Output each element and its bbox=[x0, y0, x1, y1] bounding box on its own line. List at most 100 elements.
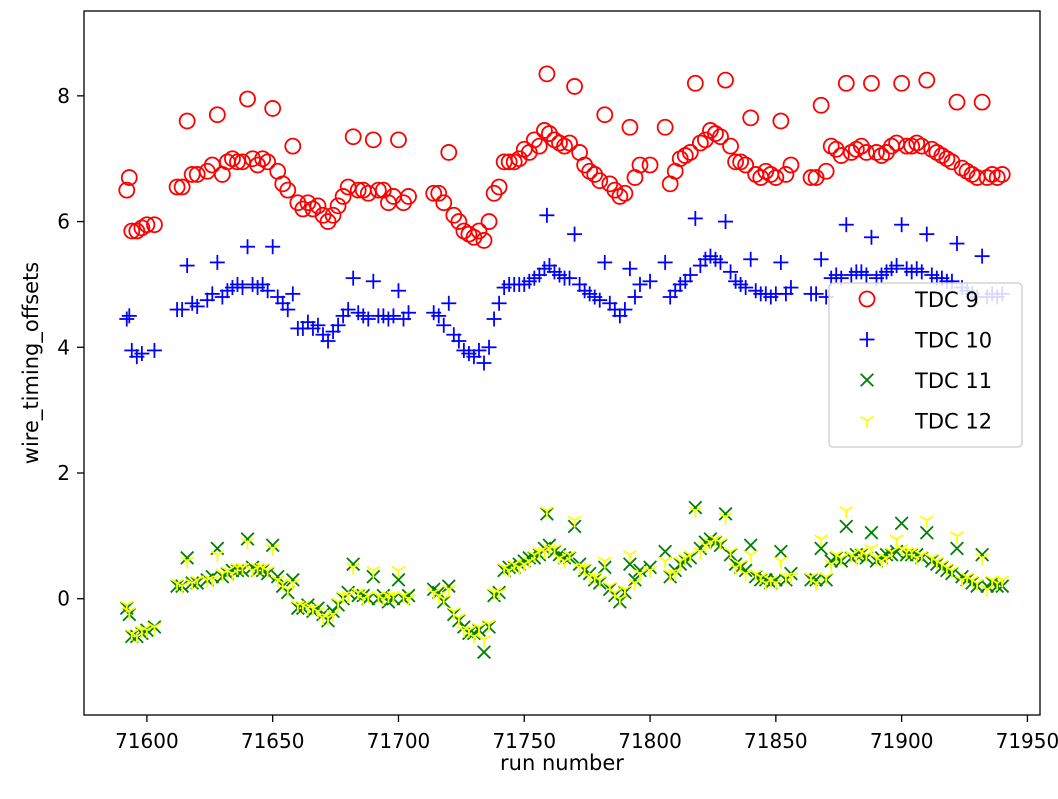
data-point bbox=[425, 184, 443, 202]
legend-entry: TDC 12 bbox=[860, 410, 992, 434]
data-point bbox=[174, 302, 190, 318]
data-point bbox=[123, 222, 141, 240]
data-point bbox=[863, 229, 879, 245]
data-point bbox=[119, 311, 135, 327]
data-point bbox=[329, 197, 347, 215]
data-point bbox=[208, 106, 226, 124]
data-point bbox=[492, 587, 507, 600]
data-point bbox=[970, 578, 985, 591]
data-point bbox=[401, 594, 416, 607]
data-point bbox=[538, 65, 556, 83]
y-tick-label: 2 bbox=[57, 461, 70, 485]
data-point bbox=[597, 556, 612, 569]
data-point bbox=[477, 634, 491, 648]
data-point bbox=[723, 264, 739, 280]
data-point bbox=[451, 612, 466, 626]
data-point bbox=[179, 258, 195, 274]
data-point bbox=[259, 153, 277, 171]
data-point bbox=[205, 575, 220, 588]
data-point bbox=[284, 137, 302, 155]
data-point bbox=[476, 355, 492, 371]
data-point bbox=[686, 74, 704, 92]
data-point bbox=[265, 543, 280, 556]
data-point bbox=[178, 112, 196, 130]
data-point bbox=[539, 506, 554, 519]
data-point bbox=[631, 156, 649, 174]
x-tick-label: 71750 bbox=[492, 729, 556, 753]
data-point bbox=[480, 213, 498, 230]
data-point bbox=[475, 232, 493, 249]
data-point bbox=[175, 581, 190, 594]
data-point bbox=[713, 537, 728, 550]
data-point bbox=[189, 298, 205, 314]
data-point bbox=[718, 506, 733, 521]
data-point bbox=[240, 537, 255, 550]
data-point bbox=[712, 254, 728, 270]
data-point bbox=[687, 210, 703, 226]
data-point bbox=[180, 556, 195, 569]
legend-label: TDC 11 bbox=[914, 369, 992, 393]
data-point bbox=[643, 560, 657, 575]
data-point bbox=[285, 286, 301, 302]
data-point bbox=[863, 74, 880, 92]
x-axis: 71600 71650 71700 71750 71800 71850 71900 71950 bbox=[115, 715, 1058, 753]
data-point bbox=[783, 572, 798, 585]
data-point bbox=[743, 538, 758, 553]
data-point bbox=[240, 239, 256, 255]
data-point bbox=[688, 506, 703, 519]
data-point bbox=[717, 71, 734, 89]
data-point bbox=[341, 590, 356, 604]
data-point bbox=[782, 156, 800, 174]
data-point bbox=[913, 137, 931, 155]
series-tdc-11 bbox=[119, 500, 1010, 660]
y-tick-label: 8 bbox=[57, 84, 70, 108]
data-point bbox=[812, 96, 830, 114]
data-point bbox=[837, 74, 855, 92]
data-point bbox=[270, 569, 285, 584]
data-point bbox=[346, 557, 361, 572]
data-point bbox=[596, 106, 614, 124]
data-point bbox=[914, 264, 930, 280]
data-point bbox=[591, 172, 609, 190]
data-point bbox=[119, 600, 134, 613]
data-point bbox=[320, 333, 336, 349]
data-point bbox=[894, 217, 910, 233]
data-point bbox=[767, 169, 785, 186]
y-tick-label: 0 bbox=[57, 587, 70, 611]
data-point bbox=[147, 622, 162, 635]
data-point bbox=[658, 556, 673, 569]
data-point bbox=[914, 550, 929, 563]
data-point bbox=[400, 188, 417, 205]
data-points bbox=[118, 65, 1011, 660]
data-point bbox=[146, 216, 163, 234]
data-point bbox=[809, 578, 824, 591]
data-point bbox=[813, 251, 829, 267]
legend-marker bbox=[858, 290, 876, 308]
data-point bbox=[390, 283, 406, 299]
data-point bbox=[401, 305, 417, 321]
data-point bbox=[121, 308, 137, 324]
data-point bbox=[390, 131, 407, 149]
data-point bbox=[995, 575, 1010, 588]
data-point bbox=[622, 550, 637, 563]
data-point bbox=[919, 515, 934, 528]
legend-label: TDC 10 bbox=[914, 329, 992, 353]
data-point bbox=[738, 280, 754, 296]
data-point bbox=[950, 531, 964, 544]
legend-box bbox=[828, 282, 1023, 448]
data-point bbox=[486, 311, 502, 327]
data-point bbox=[622, 261, 638, 277]
data-point bbox=[975, 553, 990, 566]
data-point bbox=[718, 512, 733, 525]
data-point bbox=[681, 144, 699, 161]
data-point bbox=[723, 546, 738, 560]
data-point bbox=[280, 302, 296, 318]
data-point bbox=[477, 645, 491, 660]
data-point bbox=[567, 515, 582, 528]
data-point bbox=[450, 213, 468, 230]
data-point bbox=[204, 286, 220, 302]
data-point bbox=[627, 289, 643, 305]
data-point bbox=[539, 207, 555, 223]
data-point bbox=[949, 236, 965, 252]
